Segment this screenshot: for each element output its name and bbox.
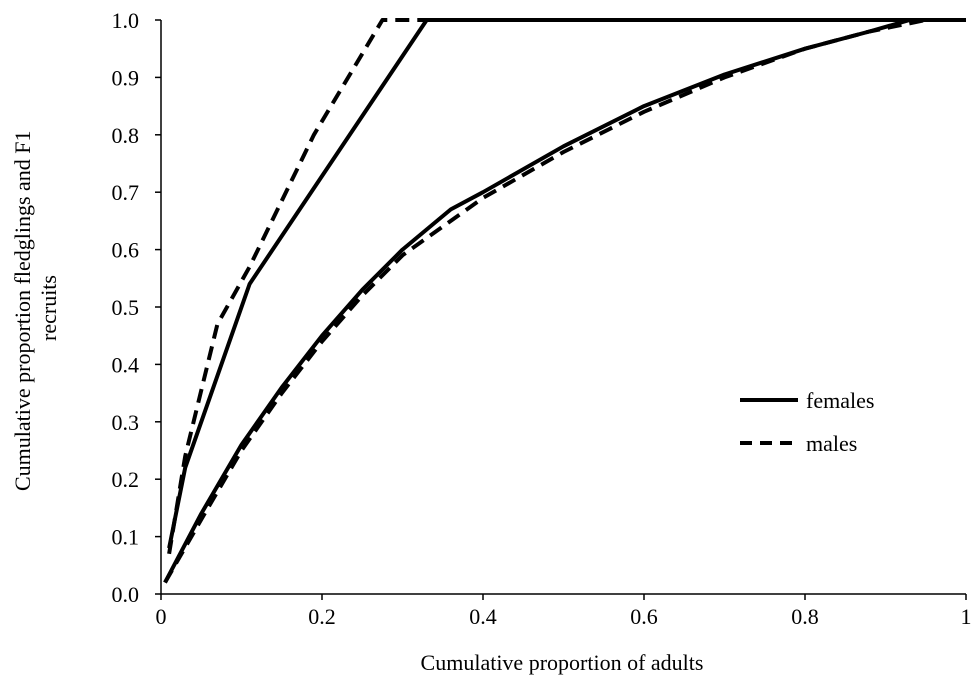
series-lines (163, 18, 966, 584)
series-line-females-fledglings (163, 18, 966, 584)
series-line-females-f1-recruits (167, 18, 966, 549)
series-line-males-fledglings (163, 18, 927, 584)
x-tick-label: 0 (156, 604, 167, 629)
y-tick-label: 0.3 (112, 410, 140, 435)
y-tick-label: 0.6 (112, 238, 140, 263)
x-tick-label: 0.2 (308, 604, 336, 629)
y-tick-label: 0.9 (112, 65, 140, 90)
y-tick-label: 0.1 (112, 525, 140, 550)
y-tick-label: 1.0 (112, 8, 140, 33)
x-axis-ticks: 0 0.2 0.4 0.6 0.8 1 (156, 594, 972, 629)
y-tick-label: 0.5 (112, 295, 140, 320)
y-tick-label: 0.8 (112, 123, 140, 148)
y-axis-title-line-1: Cumulative proportion fledglings and F1 (10, 130, 35, 491)
legend-label-females: females (806, 388, 874, 413)
y-tick-label: 0.0 (112, 582, 140, 607)
x-tick-label: 1 (961, 604, 972, 629)
x-tick-label: 0.6 (630, 604, 658, 629)
legend: females males (740, 388, 874, 456)
y-tick-label: 0.7 (112, 180, 140, 205)
series-line-males-f1-recruits (167, 18, 427, 555)
x-tick-label: 0.8 (791, 604, 819, 629)
y-axis-ticks: 0.0 0.1 0.2 0.3 0.4 0.5 0.6 0.7 0.8 0.9 1.0 (112, 8, 161, 607)
x-axis-title: Cumulative proportion of adults (421, 650, 704, 675)
y-tick-label: 0.2 (112, 467, 140, 492)
y-axis-title: Cumulative proportion fledglings and F1 … (10, 125, 61, 491)
y-axis-title-line-2: recruits (36, 275, 61, 341)
y-tick-label: 0.4 (112, 352, 140, 377)
axes (160, 20, 966, 595)
legend-label-males: males (806, 431, 857, 456)
x-tick-label: 0.4 (469, 604, 497, 629)
